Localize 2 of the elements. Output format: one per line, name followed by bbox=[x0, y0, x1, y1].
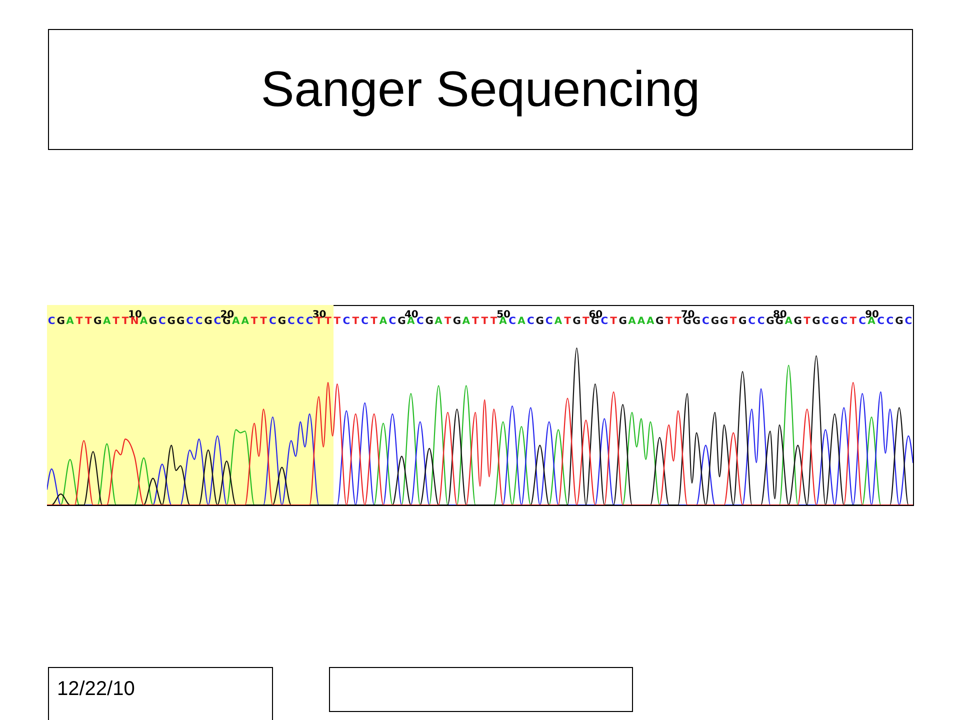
text: 12/22/10 bbox=[57, 678, 135, 700]
chart-title: Sanger Sequencing bbox=[260, 61, 700, 117]
